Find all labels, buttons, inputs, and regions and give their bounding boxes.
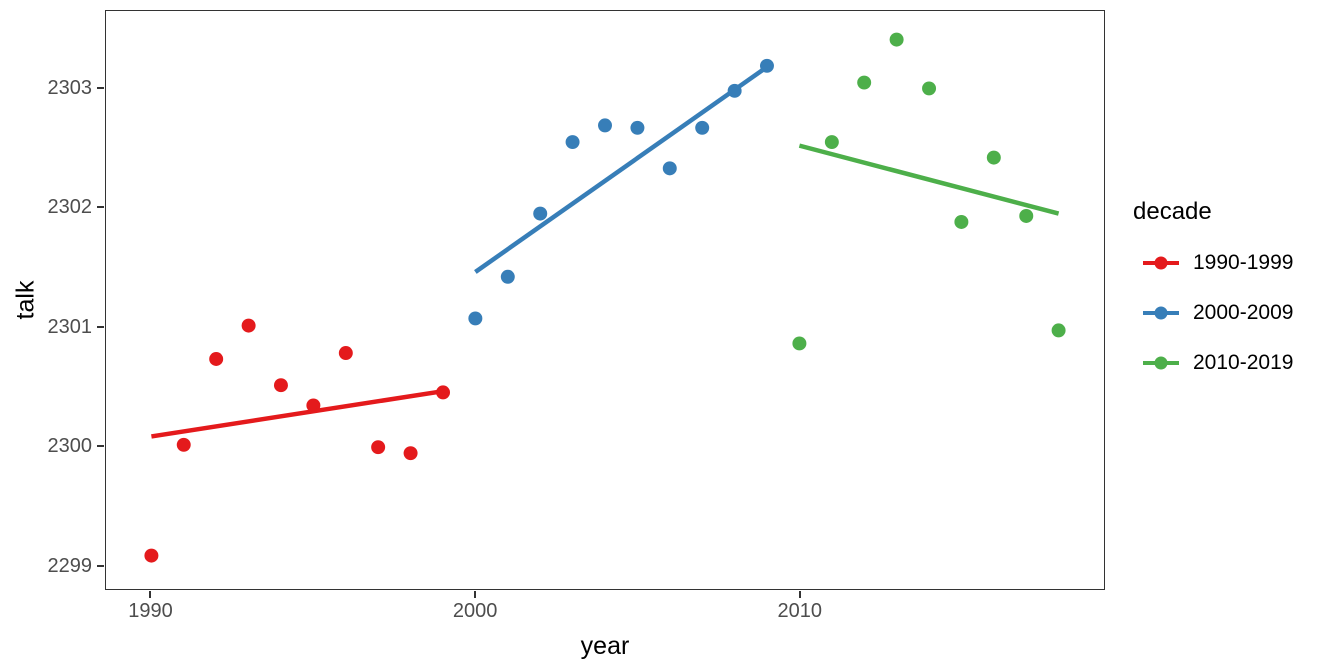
data-point-2010-2019 bbox=[889, 32, 904, 47]
data-point-2000-2009 bbox=[598, 118, 612, 133]
data-point-2010-2019 bbox=[857, 75, 872, 90]
y-axis-title: talk bbox=[11, 280, 40, 320]
x-tick-mark bbox=[149, 591, 152, 598]
legend-key-1990-1999 bbox=[1143, 246, 1179, 280]
legend-dot-swatch bbox=[1154, 256, 1168, 270]
legend-key-2010-2019 bbox=[1143, 346, 1179, 380]
y-tick-mark bbox=[97, 206, 104, 209]
y-tick-label: 2302 bbox=[47, 196, 93, 219]
plot-area bbox=[144, 32, 1066, 563]
data-point-2000-2009 bbox=[630, 120, 645, 135]
y-tick-mark bbox=[97, 86, 104, 89]
data-point-2000-2009 bbox=[662, 161, 677, 176]
data-point-2010-2019 bbox=[824, 135, 839, 150]
legend-key-2000-2009 bbox=[1143, 296, 1179, 330]
y-tick-label: 2299 bbox=[47, 555, 93, 578]
legend: decade 1990-1999 2000-2009 2010-2019 bbox=[1133, 198, 1293, 396]
trend-line-2010-2019 bbox=[798, 143, 1060, 216]
x-tick-mark bbox=[474, 591, 477, 598]
data-point-2010-2019 bbox=[954, 214, 969, 229]
y-tick-mark bbox=[97, 445, 104, 448]
plot-panel bbox=[105, 10, 1105, 590]
legend-label: 2000-2009 bbox=[1193, 301, 1294, 324]
data-point-1990-1999 bbox=[403, 446, 418, 461]
data-point-2010-2019 bbox=[1019, 209, 1034, 223]
legend-entry: 1990-1999 bbox=[1133, 246, 1293, 280]
data-point-1990-1999 bbox=[176, 437, 191, 452]
y-tick-label: 2300 bbox=[47, 435, 93, 458]
legend-entry: 2010-2019 bbox=[1133, 346, 1293, 380]
data-point-2000-2009 bbox=[695, 120, 710, 135]
data-point-1990-1999 bbox=[338, 346, 353, 360]
data-point-2000-2009 bbox=[500, 269, 515, 284]
x-tick-mark bbox=[798, 591, 801, 598]
data-point-1990-1999 bbox=[241, 318, 256, 333]
legend-dot-swatch bbox=[1154, 306, 1168, 320]
data-point-1990-1999 bbox=[209, 352, 224, 366]
x-tick-label: 1990 bbox=[128, 600, 173, 622]
legend-dot-swatch bbox=[1154, 356, 1168, 370]
x-tick-label: 2000 bbox=[452, 600, 498, 622]
data-point-2010-2019 bbox=[792, 336, 807, 351]
y-tick-mark bbox=[97, 565, 104, 568]
legend-title: decade bbox=[1133, 198, 1212, 225]
data-point-2010-2019 bbox=[986, 150, 1001, 165]
data-point-2000-2009 bbox=[533, 206, 548, 221]
x-tick-label: 2010 bbox=[777, 600, 823, 622]
x-axis-title: year bbox=[580, 632, 630, 660]
data-point-1990-1999 bbox=[144, 548, 159, 563]
data-point-2000-2009 bbox=[565, 135, 580, 150]
legend-entry: 2000-2009 bbox=[1133, 296, 1293, 330]
y-tick-label: 2303 bbox=[47, 76, 93, 99]
y-tick-mark bbox=[97, 325, 104, 328]
legend-label: 1990-1999 bbox=[1193, 251, 1294, 274]
data-point-1990-1999 bbox=[371, 440, 386, 455]
trend-line-1990-1999 bbox=[151, 388, 444, 439]
data-point-2010-2019 bbox=[1051, 323, 1066, 338]
data-point-2000-2009 bbox=[468, 311, 483, 326]
data-point-1990-1999 bbox=[273, 378, 288, 393]
y-tick-label: 2301 bbox=[47, 315, 93, 338]
trend-line-2000-2009 bbox=[474, 65, 769, 274]
data-point-2010-2019 bbox=[922, 81, 937, 96]
legend-label: 2010-2019 bbox=[1193, 351, 1294, 374]
